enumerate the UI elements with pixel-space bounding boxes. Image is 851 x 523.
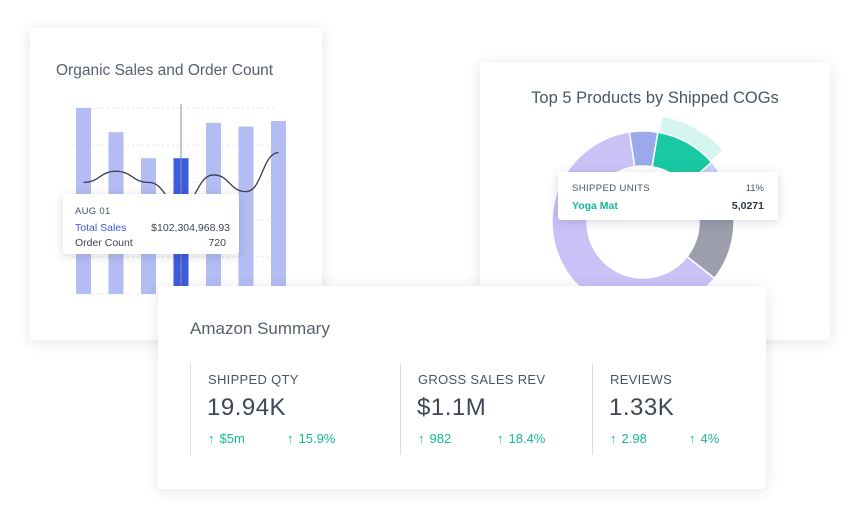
tooltip-total-sales-value: $102,304,968.93 bbox=[151, 222, 230, 234]
amazon-summary-title: Amazon Summary bbox=[190, 319, 330, 338]
organic-sales-card: Organic Sales and Order Count AUG 01 Tot… bbox=[30, 28, 322, 340]
metric-delta-1: ↑ 982 bbox=[418, 431, 452, 446]
tooltip-units-value: 5,0271 bbox=[731, 200, 764, 212]
metric-value: 19.94K bbox=[207, 394, 287, 421]
chart-bar bbox=[271, 121, 286, 295]
metric-delta-2: ↑ 18.4% bbox=[497, 431, 546, 446]
metric-shipped-qty: SHIPPED QTY 19.94K ↑ $5m ↑ 15.9% bbox=[190, 363, 401, 455]
top-products-title: Top 5 Products by Shipped COGs bbox=[531, 89, 779, 107]
metric-value: $1.1M bbox=[417, 394, 487, 421]
tooltip-order-count-value: 720 bbox=[208, 237, 226, 249]
arrow-up-icon: ↑ bbox=[689, 431, 696, 446]
metric-label: SHIPPED QTY bbox=[208, 372, 299, 387]
arrow-up-icon: ↑ bbox=[610, 431, 617, 446]
arrow-up-icon: ↑ bbox=[497, 431, 504, 446]
arrow-up-icon: ↑ bbox=[208, 431, 215, 446]
metric-delta-1: ↑ $5m bbox=[208, 431, 245, 446]
tooltip-header: SHIPPED UNITS bbox=[572, 183, 651, 194]
tooltip-percent: 11% bbox=[745, 183, 764, 194]
organic-sales-title: Organic Sales and Order Count bbox=[56, 62, 274, 79]
metric-delta-2: ↑ 15.9% bbox=[287, 431, 336, 446]
tooltip-product-name: Yoga Mat bbox=[572, 200, 618, 212]
metric-label: GROSS SALES REV bbox=[418, 372, 546, 387]
organic-sales-tooltip: AUG 01 Total Sales $102,304,968.93 Order… bbox=[63, 194, 239, 254]
amazon-summary-card: Amazon Summary SHIPPED QTY 19.94K ↑ $5m ↑… bbox=[158, 286, 766, 489]
arrow-up-icon: ↑ bbox=[287, 431, 294, 446]
metric-delta-1: ↑ 2.98 bbox=[610, 431, 647, 446]
metric-gross-sales-rev: GROSS SALES REV $1.1M ↑ 982 ↑ 18.4% bbox=[400, 363, 593, 455]
arrow-up-icon: ↑ bbox=[418, 431, 425, 446]
tooltip-total-sales-label: Total Sales bbox=[75, 222, 127, 234]
metric-delta-2: ↑ 4% bbox=[689, 431, 720, 446]
metric-label: REVIEWS bbox=[610, 372, 673, 387]
chart-bar bbox=[238, 126, 254, 294]
tooltip-date: AUG 01 bbox=[75, 206, 111, 217]
tooltip-order-count-label: Order Count bbox=[75, 237, 133, 249]
metric-value: 1.33K bbox=[609, 394, 675, 421]
top-products-tooltip: SHIPPED UNITS 11% Yoga Mat 5,0271 bbox=[558, 172, 778, 220]
metric-reviews: REVIEWS 1.33K ↑ 2.98 ↑ 4% bbox=[592, 363, 743, 455]
